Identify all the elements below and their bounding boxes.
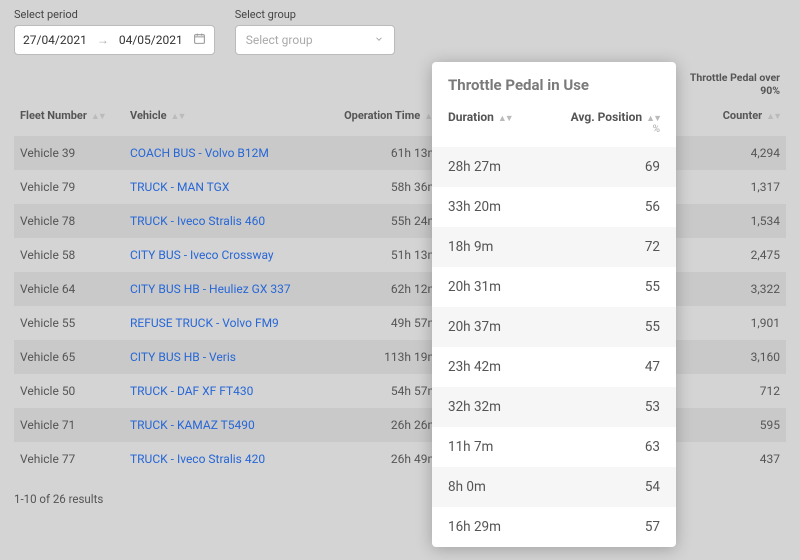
cell-fleet: Vehicle 78 bbox=[14, 204, 124, 238]
group-select[interactable]: Select group bbox=[235, 25, 395, 55]
panel-row: 20h 31m55 bbox=[432, 267, 676, 307]
vehicle-link[interactable]: TRUCK - MAN TGX bbox=[130, 180, 229, 194]
panel-duration: 32h 32m bbox=[448, 399, 554, 415]
panel-row: 16h 29m57 bbox=[432, 507, 676, 547]
cell-counter: 437 bbox=[676, 442, 786, 476]
cell-counter: 595 bbox=[676, 408, 786, 442]
sort-icon: ▲▼ bbox=[766, 112, 780, 122]
vehicle-link[interactable]: REFUSE TRUCK - Volvo FM9 bbox=[130, 316, 279, 330]
panel-row: 32h 32m53 bbox=[432, 387, 676, 427]
cell-counter: 3,160 bbox=[676, 340, 786, 374]
cell-optime: 51h 13m bbox=[324, 238, 444, 272]
panel-duration: 16h 29m bbox=[448, 519, 554, 535]
col-counter[interactable]: Counter▲▼ bbox=[676, 99, 786, 136]
cell-fleet: Vehicle 77 bbox=[14, 442, 124, 476]
vehicle-link[interactable]: CITY BUS HB - Veris bbox=[130, 350, 236, 364]
cell-optime: 26h 49m bbox=[324, 442, 444, 476]
arrow-right-icon: → bbox=[97, 33, 109, 47]
chevron-down-icon bbox=[374, 34, 384, 47]
throttle-panel: Throttle Pedal in Use Duration▲▼ Avg. Po… bbox=[432, 62, 676, 547]
panel-position: 55 bbox=[554, 279, 660, 295]
panel-position: 54 bbox=[554, 479, 660, 495]
panel-duration: 11h 7m bbox=[448, 439, 554, 455]
cell-counter: 3,322 bbox=[676, 272, 786, 306]
cell-counter: 1,534 bbox=[676, 204, 786, 238]
sort-icon: ▲▼ bbox=[91, 112, 105, 122]
vehicle-link[interactable]: CITY BUS - Iveco Crossway bbox=[130, 248, 274, 262]
vehicle-link[interactable]: TRUCK - DAF XF FT430 bbox=[130, 384, 253, 398]
cell-fleet: Vehicle 65 bbox=[14, 340, 124, 374]
panel-duration: 8h 0m bbox=[448, 479, 554, 495]
calendar-icon bbox=[193, 32, 206, 48]
col-fleet[interactable]: Fleet Number▲▼ bbox=[14, 99, 124, 136]
panel-row: 18h 9m72 bbox=[432, 227, 676, 267]
panel-row: 23h 42m47 bbox=[432, 347, 676, 387]
sort-icon: ▲▼ bbox=[498, 114, 512, 124]
cell-optime: 55h 24m bbox=[324, 204, 444, 238]
cell-fleet: Vehicle 79 bbox=[14, 170, 124, 204]
group-placeholder: Select group bbox=[246, 33, 313, 47]
panel-title: Throttle Pedal in Use bbox=[432, 62, 676, 104]
vehicle-link[interactable]: TRUCK - KAMAZ T5490 bbox=[130, 418, 255, 432]
panel-duration: 28h 27m bbox=[448, 159, 554, 175]
group-label: Select group bbox=[235, 8, 395, 21]
cell-optime: 54h 57m bbox=[324, 374, 444, 408]
panel-position: 57 bbox=[554, 519, 660, 535]
panel-row: 11h 7m63 bbox=[432, 427, 676, 467]
panel-position: 56 bbox=[554, 199, 660, 215]
cell-fleet: Vehicle 55 bbox=[14, 306, 124, 340]
cell-counter: 4,294 bbox=[676, 136, 786, 170]
panel-col-duration[interactable]: Duration▲▼ bbox=[448, 110, 554, 135]
cell-optime: 26h 26m bbox=[324, 408, 444, 442]
cell-optime: 62h 12m bbox=[324, 272, 444, 306]
panel-row: 8h 0m54 bbox=[432, 467, 676, 507]
cell-optime: 58h 36m bbox=[324, 170, 444, 204]
panel-row: 33h 20m56 bbox=[432, 187, 676, 227]
date-range-picker[interactable]: 27/04/2021 → 04/05/2021 bbox=[14, 25, 215, 55]
vehicle-link[interactable]: TRUCK - Iveco Stralis 460 bbox=[130, 214, 265, 228]
panel-duration: 20h 37m bbox=[448, 319, 554, 335]
panel-position: 63 bbox=[554, 439, 660, 455]
cell-optime: 113h 19m bbox=[324, 340, 444, 374]
vehicle-link[interactable]: TRUCK - Iveco Stralis 420 bbox=[130, 452, 265, 466]
vehicle-link[interactable]: COACH BUS - Volvo B12M bbox=[130, 146, 269, 160]
cell-optime: 49h 57m bbox=[324, 306, 444, 340]
date-from: 27/04/2021 bbox=[23, 33, 87, 47]
panel-row: 28h 27m69 bbox=[432, 147, 676, 187]
panel-position: 47 bbox=[554, 359, 660, 375]
date-to: 04/05/2021 bbox=[119, 33, 183, 47]
period-label: Select period bbox=[14, 8, 215, 21]
panel-position: 53 bbox=[554, 399, 660, 415]
cell-fleet: Vehicle 58 bbox=[14, 238, 124, 272]
filter-bar: Select period 27/04/2021 → 04/05/2021 Se… bbox=[0, 0, 800, 65]
panel-duration: 23h 42m bbox=[448, 359, 554, 375]
panel-col-position[interactable]: Avg. Position▲▼% bbox=[554, 110, 660, 135]
cell-fleet: Vehicle 39 bbox=[14, 136, 124, 170]
panel-duration: 33h 20m bbox=[448, 199, 554, 215]
sort-icon: ▲▼ bbox=[646, 114, 660, 124]
panel-position: 69 bbox=[554, 159, 660, 175]
results-count: 1-10 of 26 results bbox=[0, 476, 800, 522]
col-vehicle[interactable]: Vehicle▲▼ bbox=[124, 99, 324, 136]
panel-duration: 18h 9m bbox=[448, 239, 554, 255]
panel-row: 20h 37m55 bbox=[432, 307, 676, 347]
vehicle-link[interactable]: CITY BUS HB - Heuliez GX 337 bbox=[130, 282, 291, 296]
cell-optime: 61h 13m bbox=[324, 136, 444, 170]
sort-icon: ▲▼ bbox=[171, 112, 185, 122]
cell-fleet: Vehicle 71 bbox=[14, 408, 124, 442]
panel-position: 72 bbox=[554, 239, 660, 255]
col-throttle-over-90: Throttle Pedal over 90% bbox=[676, 65, 786, 99]
cell-counter: 1,901 bbox=[676, 306, 786, 340]
panel-position: 55 bbox=[554, 319, 660, 335]
cell-fleet: Vehicle 64 bbox=[14, 272, 124, 306]
cell-fleet: Vehicle 50 bbox=[14, 374, 124, 408]
cell-counter: 712 bbox=[676, 374, 786, 408]
cell-counter: 2,475 bbox=[676, 238, 786, 272]
panel-duration: 20h 31m bbox=[448, 279, 554, 295]
cell-counter: 1,317 bbox=[676, 170, 786, 204]
col-optime[interactable]: Operation Time▲▼ bbox=[324, 99, 444, 136]
